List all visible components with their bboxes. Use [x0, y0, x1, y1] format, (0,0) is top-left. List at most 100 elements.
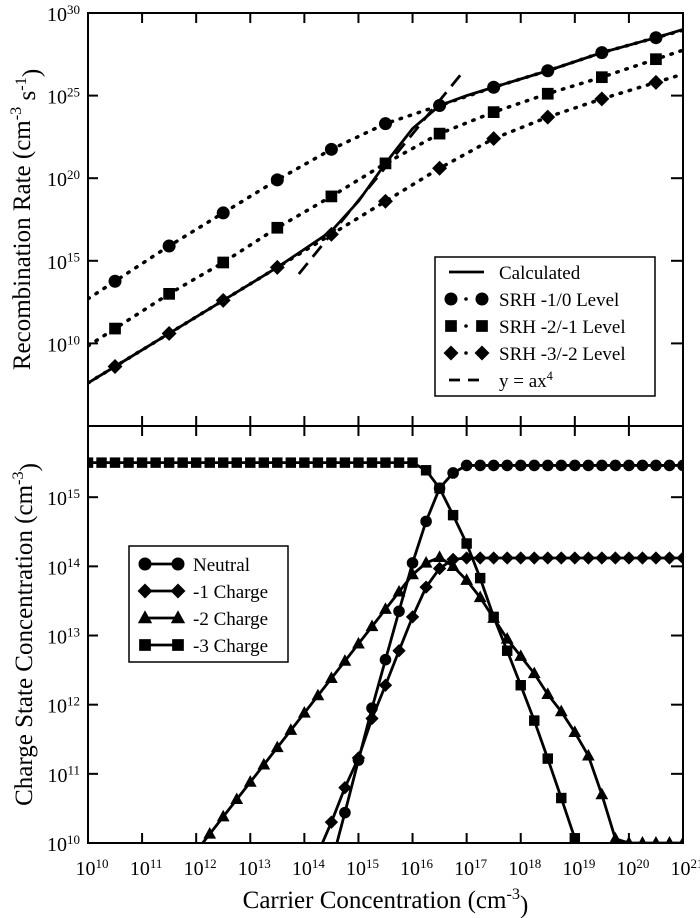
triangle-marker — [541, 687, 555, 699]
circle-marker — [216, 206, 230, 220]
diamond-marker — [170, 583, 186, 599]
legend-item: SRH -3/-2 Level — [443, 344, 626, 365]
diamond-marker — [541, 551, 555, 565]
triangle-marker — [257, 757, 271, 770]
triangle-marker — [311, 688, 325, 701]
triangle-marker — [609, 831, 622, 843]
square-marker — [231, 457, 242, 468]
square-marker — [109, 322, 121, 335]
legend-label: Neutral — [193, 555, 250, 576]
circle-marker — [475, 292, 489, 306]
diamond-marker — [365, 711, 379, 726]
triangle-marker — [460, 573, 474, 585]
legend-label: SRH -2/-1 Level — [499, 317, 626, 338]
diamond-marker — [581, 551, 596, 565]
circle-marker — [555, 459, 568, 472]
x-tick-label: 1019​ — [562, 856, 595, 880]
square-marker — [474, 572, 486, 584]
x-tick-label: 1010​ — [76, 856, 109, 880]
square-marker — [245, 457, 256, 468]
square-marker — [461, 538, 472, 549]
bottom-panel: 1010​ 1011​ 1012​ 1013​ 1014​ 1015​ 1010​ 1011​… — [9, 425, 700, 918]
x-tick-label: 1020​ — [616, 856, 649, 880]
diamond-marker — [568, 551, 582, 565]
circle-marker — [379, 653, 392, 666]
square-marker — [542, 753, 553, 764]
x-tick-label: 1018​ — [508, 856, 541, 880]
legend-label: -1 Charge — [193, 582, 268, 603]
top-panel: 1010​ 1015​ 1020​ 1025​ 1030​ Recombination R… — [7, 2, 684, 427]
diamond-marker — [676, 551, 683, 565]
diamond-marker — [514, 551, 528, 565]
circle-marker — [433, 99, 447, 113]
square-marker — [177, 457, 188, 468]
circle-marker — [528, 459, 541, 472]
diamond-marker — [269, 259, 285, 275]
circle-marker — [595, 46, 609, 60]
diamond-marker — [378, 193, 393, 209]
square-marker — [447, 509, 459, 521]
series-line — [320, 556, 683, 843]
circle-marker — [326, 858, 338, 870]
diamond-marker — [486, 131, 502, 147]
circle-marker — [650, 459, 662, 472]
diamond-marker — [137, 583, 153, 599]
square-marker — [407, 457, 418, 468]
diamond-marker — [594, 91, 610, 107]
diamond-marker — [554, 551, 568, 565]
triangle-marker — [581, 748, 595, 761]
square-marker — [163, 287, 175, 300]
series--2-charge — [200, 550, 683, 843]
legend-item: y = ax4​ — [449, 369, 553, 392]
diamond-marker — [443, 345, 459, 361]
diamond-marker — [540, 109, 556, 125]
y-tick-label: 1010​ — [47, 332, 80, 356]
circle-marker — [447, 467, 459, 479]
circle-marker — [270, 173, 284, 187]
triangle-marker — [284, 723, 298, 735]
triangle-marker — [679, 836, 683, 843]
square-marker — [96, 457, 107, 468]
diamond-marker — [338, 780, 352, 795]
triangle-marker — [406, 567, 419, 580]
x-tick-label: 1021​ — [671, 856, 700, 880]
square-marker — [217, 256, 230, 269]
square-marker — [541, 87, 554, 100]
triangle-marker — [216, 809, 230, 822]
legend-item: -2 Charge — [137, 609, 268, 630]
x-tick-label: 1012​ — [184, 856, 217, 880]
circle-marker — [663, 459, 676, 472]
square-marker — [569, 833, 581, 843]
triangle-marker — [638, 836, 647, 843]
x-axis-title: Carrier Concentration (cm-3​) — [243, 885, 529, 918]
y-tick-label: 1020​ — [47, 167, 80, 191]
diamond-marker — [324, 815, 339, 829]
diamond-marker — [474, 345, 490, 361]
circle-marker — [541, 459, 554, 472]
square-marker — [271, 221, 284, 234]
legend-item: Neutral — [138, 555, 250, 576]
diamond-marker — [486, 551, 501, 565]
y-tick-label: 1015​ — [47, 250, 80, 274]
circle-marker — [108, 274, 122, 288]
square-marker — [163, 457, 175, 468]
triangle-marker — [665, 836, 674, 843]
x-tick-label: 1017​ — [454, 856, 488, 880]
triangle-marker — [419, 555, 433, 568]
square-marker — [556, 792, 567, 804]
triangle-marker — [243, 775, 257, 787]
triangle-marker — [433, 550, 446, 562]
circle-marker — [501, 459, 513, 472]
diamond-marker — [527, 551, 541, 565]
diamond-marker — [662, 551, 677, 565]
square-marker — [139, 639, 151, 651]
series--3-charge — [88, 457, 581, 843]
circle-marker — [582, 459, 595, 472]
diamond-marker — [622, 551, 636, 565]
square-marker — [190, 457, 202, 468]
square-marker — [123, 457, 134, 468]
circle-marker — [569, 459, 581, 472]
x-tick-label: 1011​ — [130, 856, 163, 880]
circle-marker — [444, 292, 458, 306]
diamond-marker — [595, 551, 609, 565]
